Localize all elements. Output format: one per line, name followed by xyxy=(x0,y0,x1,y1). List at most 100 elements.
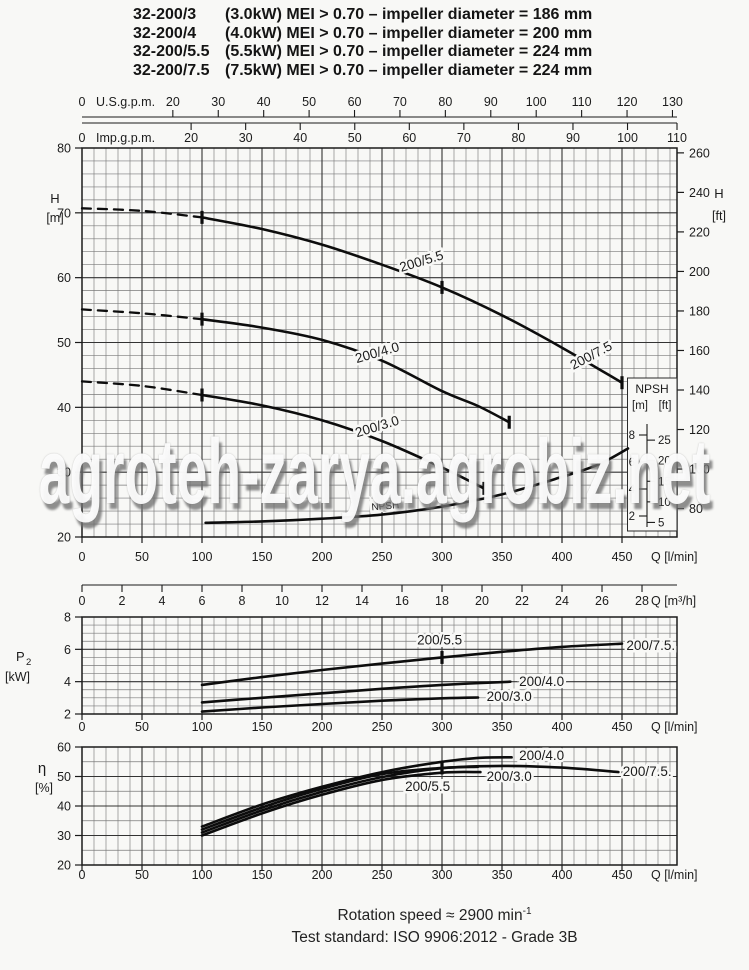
x-tick-label: 400 xyxy=(552,868,573,882)
npsh-box xyxy=(627,377,678,532)
scale-tick-label: 110 xyxy=(667,131,687,145)
scale-tick-label: 80 xyxy=(438,95,452,109)
npsh-title: NPSH xyxy=(635,382,668,396)
scale-tick-label: 10 xyxy=(275,594,289,608)
y2-tick-label: 200 xyxy=(689,265,710,279)
scale-tick-label: 120 xyxy=(617,95,638,109)
x-tick-label: 0 xyxy=(79,550,86,564)
scale-tick-label: 60 xyxy=(348,95,362,109)
grid-minor xyxy=(82,617,677,714)
scale-tick-label: 20 xyxy=(475,594,489,608)
y2-tick-label: 240 xyxy=(689,186,710,200)
y-axis-title: H xyxy=(50,191,59,206)
curve-200-5.5-200-7.5 xyxy=(200,642,624,687)
x-tick-label: 50 xyxy=(135,868,149,882)
scale-tick-label: 18 xyxy=(435,594,449,608)
scale-tick-label: 70 xyxy=(457,131,471,145)
y-axis-title-unit: [kW] xyxy=(5,670,30,684)
y-tick-label: 6 xyxy=(64,643,71,657)
y-axis-title-unit: [m] xyxy=(46,211,63,225)
x-tick-label: 50 xyxy=(135,550,149,564)
y-axis-title: η xyxy=(38,760,46,777)
npsh-unit-m: [m] xyxy=(632,400,648,412)
y-tick-label: 2 xyxy=(64,708,71,722)
x-tick-label: 250 xyxy=(372,720,393,734)
x-tick-label: 0 xyxy=(79,868,86,882)
curve-200-3.0 xyxy=(200,770,482,837)
npsh-m-label: 2 xyxy=(629,511,635,523)
model-list: 32-200/3 (3.0kW) MEI > 0.70 – impeller di… xyxy=(133,6,592,80)
y-tick-label: 60 xyxy=(57,741,71,755)
p2-chart: 0 50 100 150 200 250 300 350 400 450 Q [l/min] 8 6 4 2… xyxy=(5,611,698,735)
scale-name: Imp.g.p.m. xyxy=(96,131,155,145)
npsh-m-label: 4 xyxy=(629,484,636,496)
curve-label: 200/5.5 xyxy=(417,632,462,647)
x-axis: 0 50 100 150 200 250 300 350 400 450 Q [l/min] xyxy=(79,865,698,882)
y2-tick-label: 80 xyxy=(689,502,703,516)
scale-tick-label: 20 xyxy=(184,131,198,145)
scale-tick-label: 90 xyxy=(566,131,580,145)
scale-tick-label: 50 xyxy=(348,131,362,145)
npsh-m-label: 6 xyxy=(629,457,635,469)
x-tick-label: 350 xyxy=(492,550,513,564)
pump-performance-chart: 0 50 100 150 200 250 300 350 400 450 Q [l/min]8070… xyxy=(5,95,726,883)
y2-tick-label: 160 xyxy=(689,344,710,358)
curve-labels: 200/4.0 200/3.0 200/5.5 200/7.5. xyxy=(403,745,675,796)
scale-tick-label: 4 xyxy=(159,594,166,608)
head-chart: 0 50 100 150 200 250 300 350 400 450 Q [l/min]8070… xyxy=(46,95,726,608)
y2-tick-label: 260 xyxy=(689,146,710,160)
scale-tick-label: 0 xyxy=(79,594,86,608)
curve-label: 200/4.0 xyxy=(519,748,564,763)
y-axis: 80 70 60 50 40 30 20 H [m] xyxy=(46,142,82,545)
y-tick-label: 20 xyxy=(57,859,71,873)
npsh-ft-label: 10 xyxy=(658,497,671,509)
npsh-ft-label: 5 xyxy=(658,517,664,529)
x-tick-label: 200 xyxy=(312,720,333,734)
model-line-1: 32-200/3 (3.0kW) MEI > 0.70 – impeller di… xyxy=(133,6,592,25)
y-tick-label: 20 xyxy=(57,531,71,545)
y2-tick-label: 100 xyxy=(689,463,710,477)
y2-tick-label: 180 xyxy=(689,304,710,318)
curve-label: 200/3.0 xyxy=(487,769,532,784)
test-standard-line: Test standard: ISO 9906:2012 - Grade 3B xyxy=(291,929,578,947)
curve-label: 200/3.0 xyxy=(487,689,532,704)
y2-tick-label: 140 xyxy=(689,384,710,398)
model-line-3: 32-200/5.5 (5.5kW) MEI > 0.70 – impeller … xyxy=(133,43,592,62)
scale-tick-label: 14 xyxy=(355,594,369,608)
npsh-ft-label: 20 xyxy=(658,456,671,468)
x-axis: 0 50 100 150 200 250 300 350 400 450 Q [l/min] xyxy=(79,714,698,734)
x-tick-label: 450 xyxy=(612,720,633,734)
scale-tick-label: 100 xyxy=(617,131,638,145)
y-tick-label: 30 xyxy=(57,829,71,843)
scale-tick-label: 12 xyxy=(315,594,329,608)
scale-zero: 0 xyxy=(79,95,86,109)
grid-major xyxy=(82,746,677,866)
x-tick-label: 250 xyxy=(372,550,393,564)
model-name: 32-200/7.5 xyxy=(133,61,210,79)
curve-200-7.5 xyxy=(200,764,620,834)
y-tick-label: 8 xyxy=(64,611,71,625)
curves xyxy=(200,642,624,713)
y-tick-label: 40 xyxy=(57,800,71,814)
npsh-ft-label: 15 xyxy=(658,476,671,488)
npsh-inset: NPSH [m] [ft] 8 6 4 2 25 20 15 10 5 xyxy=(627,377,678,532)
y-tick-label: 50 xyxy=(57,336,71,350)
x-tick-label: 350 xyxy=(492,868,513,882)
x-tick-label: 250 xyxy=(372,868,393,882)
scale-tick-label: 16 xyxy=(395,594,409,608)
scale-zero: 0 xyxy=(79,131,86,145)
scale-tick-label: 22 xyxy=(515,594,529,608)
scale-tick-label: 80 xyxy=(511,131,525,145)
x-tick-label: 0 xyxy=(79,720,86,734)
x-tick-label: 150 xyxy=(252,720,273,734)
x-axis: 0 50 100 150 200 250 300 350 400 450 Q [l/min] xyxy=(79,537,698,564)
model-line-2: 32-200/4 (4.0kW) MEI > 0.70 – impeller di… xyxy=(133,25,592,44)
model-spec: (7.5kW) MEI > 0.70 – impeller diameter =… xyxy=(225,61,593,79)
x-tick-label: 100 xyxy=(192,720,213,734)
x-tick-label: 150 xyxy=(252,868,273,882)
eta-chart: 0 50 100 150 200 250 300 350 400 450 Q [l/min] 60 50… xyxy=(35,741,698,883)
x-tick-label: 400 xyxy=(552,550,573,564)
npsh-unit-ft: [ft] xyxy=(659,400,672,412)
x-tick-label: 450 xyxy=(612,550,633,564)
